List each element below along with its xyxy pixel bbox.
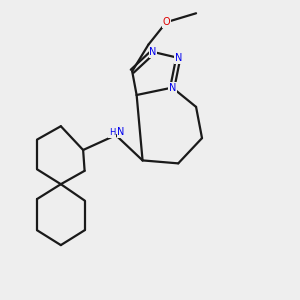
Text: N: N bbox=[149, 47, 157, 57]
Text: H: H bbox=[109, 128, 116, 137]
Text: N: N bbox=[118, 127, 125, 137]
Text: O: O bbox=[163, 17, 170, 27]
Text: N: N bbox=[175, 53, 182, 63]
Text: N: N bbox=[169, 82, 176, 93]
